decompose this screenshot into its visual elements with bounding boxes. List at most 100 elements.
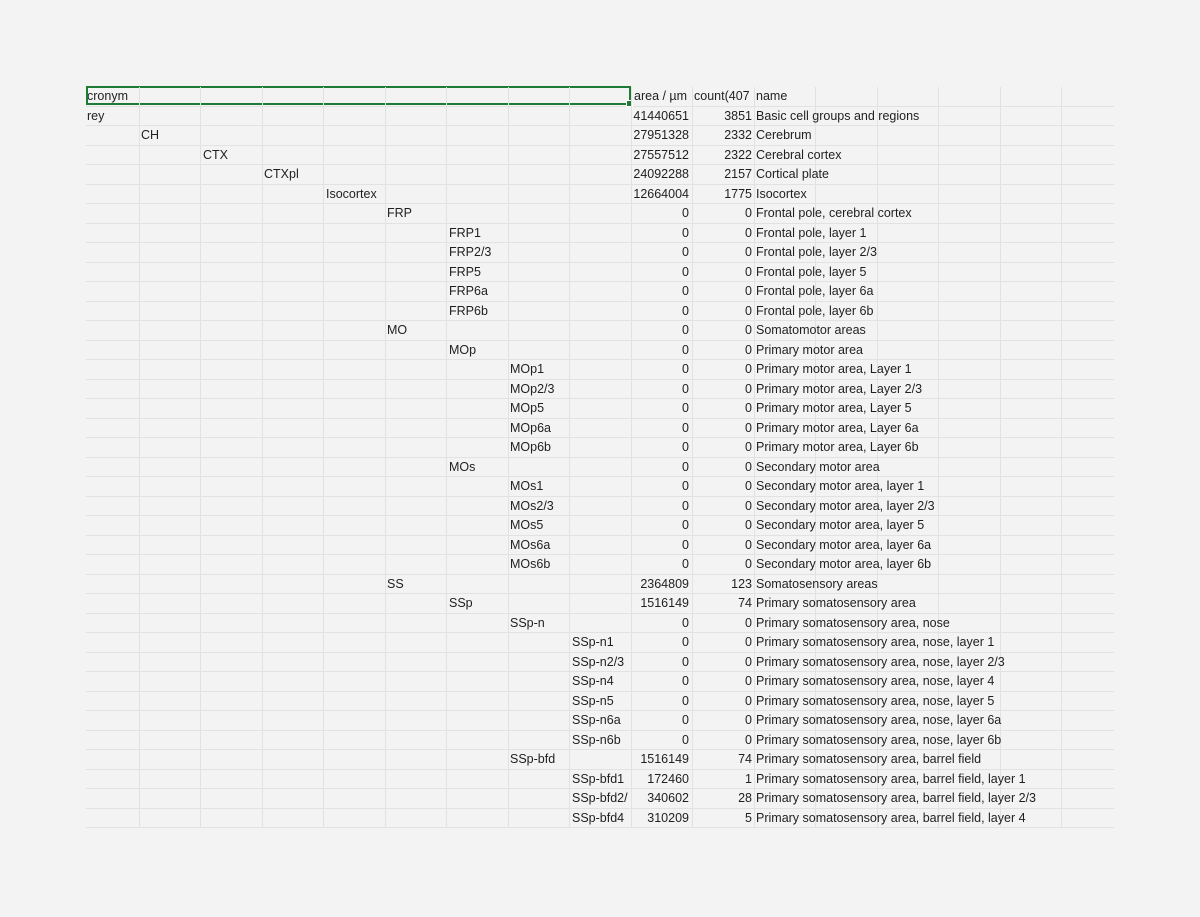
cell-count[interactable]: 0	[745, 713, 752, 727]
cell-count[interactable]: 0	[745, 342, 752, 357]
cell-area[interactable]: 0	[682, 284, 689, 298]
cell-name[interactable]: Primary motor area, Layer 1	[756, 362, 912, 376]
header-area[interactable]: area / µm	[634, 89, 688, 103]
cell-name[interactable]: Primary somatosensory area, nose, layer …	[756, 674, 995, 688]
table-row[interactable]: FRP6a 0 0 Frontal pole, layer 6a	[86, 282, 1114, 302]
cell-area[interactable]: 0	[682, 674, 689, 688]
cell-area[interactable]: 0	[682, 225, 689, 240]
cell-area[interactable]: 0	[682, 342, 689, 357]
cell-count[interactable]: 0	[745, 245, 752, 259]
cell-area[interactable]: 0	[682, 537, 689, 552]
cell-acronym[interactable]: SSp-n1	[572, 635, 614, 649]
cell-count[interactable]: 0	[745, 401, 752, 415]
cell-area[interactable]: 0	[682, 206, 689, 220]
cell-name[interactable]: Somatosensory areas	[756, 576, 878, 591]
cell-name[interactable]: Primary somatosensory area, nose, layer …	[756, 635, 995, 649]
cell-count[interactable]: 3851	[724, 108, 752, 123]
cell-area[interactable]: 1516149	[640, 596, 689, 610]
cell-acronym[interactable]: rey	[87, 108, 105, 123]
header-count[interactable]: count(407	[694, 89, 750, 103]
cell-acronym[interactable]: SSp-bfd	[510, 752, 556, 766]
table-row[interactable]: MOp5 0 0 Primary motor area, Layer 5	[86, 399, 1114, 419]
cell-count[interactable]: 0	[745, 479, 752, 493]
cell-count[interactable]: 74	[738, 752, 752, 766]
cell-name[interactable]: Secondary motor area, layer 6b	[756, 557, 932, 571]
cell-name[interactable]: Primary somatosensory area	[756, 596, 916, 610]
cell-area[interactable]: 0	[682, 693, 689, 708]
cell-acronym[interactable]: MOp5	[510, 401, 545, 415]
table-row[interactable]: SSp-n5 0 0 Primary somatosensory area, nose…	[86, 691, 1114, 711]
cell-area[interactable]: 24092288	[633, 167, 689, 181]
cell-area[interactable]: 172460	[647, 771, 689, 786]
spreadsheet-grid[interactable]: cronym area / µm count(407 name rey 41440…	[86, 86, 1114, 828]
table-row[interactable]: MOs2/3 0 0 Secondary motor area, layer 2/3	[86, 496, 1114, 516]
cell-acronym[interactable]: FRP6b	[449, 303, 488, 318]
cell-count[interactable]: 2157	[724, 167, 752, 181]
table-row[interactable]: SSp 1516149 74 Primary somatosensory area	[86, 594, 1114, 614]
cell-count[interactable]: 0	[745, 381, 752, 396]
cell-acronym[interactable]: FRP6a	[449, 284, 488, 298]
cell-area[interactable]: 0	[682, 381, 689, 396]
table-row[interactable]: FRP5 0 0 Frontal pole, layer 5	[86, 262, 1114, 282]
cell-name[interactable]: Frontal pole, layer 6a	[756, 284, 874, 298]
cell-area[interactable]: 340602	[647, 791, 689, 805]
cell-name[interactable]: Cortical plate	[756, 167, 829, 181]
cell-count[interactable]: 0	[745, 537, 752, 552]
cell-acronym[interactable]: FRP5	[449, 264, 481, 279]
cell-count[interactable]: 0	[745, 654, 752, 669]
table-row[interactable]: SSp-bfd 1516149 74 Primary somatosensory ar…	[86, 750, 1114, 770]
cell-count[interactable]: 0	[745, 323, 752, 337]
cell-acronym[interactable]: SSp-n	[510, 615, 545, 630]
cell-acronym[interactable]: MOp1	[510, 362, 545, 376]
cell-count[interactable]: 0	[745, 732, 752, 747]
cell-count[interactable]: 74	[738, 596, 752, 610]
cell-area[interactable]: 0	[682, 732, 689, 747]
cell-count[interactable]: 0	[745, 284, 752, 298]
header-acronym[interactable]: cronym	[87, 89, 128, 103]
cell-count[interactable]: 0	[745, 615, 752, 630]
cell-acronym[interactable]: SSp-n6b	[572, 732, 621, 747]
cell-name[interactable]: Primary somatosensory area, nose, layer …	[756, 713, 1002, 727]
cell-acronym[interactable]: CTXpl	[264, 167, 299, 181]
table-row[interactable]: FRP1 0 0 Frontal pole, layer 1	[86, 223, 1114, 243]
cell-count[interactable]: 0	[745, 459, 752, 474]
cell-area[interactable]: 0	[682, 479, 689, 493]
cell-name[interactable]: Primary motor area	[756, 342, 863, 357]
cell-name[interactable]: Basic cell groups and regions	[756, 108, 920, 123]
cell-acronym[interactable]: FRP1	[449, 225, 481, 240]
cell-acronym[interactable]: SSp-n4	[572, 674, 614, 688]
cell-name[interactable]: Secondary motor area, layer 2/3	[756, 498, 935, 513]
table-row[interactable]: MOp6b 0 0 Primary motor area, Layer 6b	[86, 438, 1114, 458]
cell-name[interactable]: Primary somatosensory area, barrel field…	[756, 771, 1026, 786]
cell-area[interactable]: 0	[682, 654, 689, 669]
table-row[interactable]: CTXpl 24092288 2157 Cortical plate	[86, 165, 1114, 185]
cell-name[interactable]: Secondary motor area, layer 5	[756, 518, 925, 532]
cell-acronym[interactable]: MOs6b	[510, 557, 551, 571]
cell-acronym[interactable]: CTX	[203, 147, 228, 162]
cell-acronym[interactable]: MOs5	[510, 518, 544, 532]
cell-count[interactable]: 2332	[724, 128, 752, 142]
cell-count[interactable]: 0	[745, 518, 752, 532]
table-row[interactable]: MOs6b 0 0 Secondary motor area, layer 6b	[86, 555, 1114, 575]
cell-area[interactable]: 0	[682, 713, 689, 727]
cell-count[interactable]: 0	[745, 303, 752, 318]
cell-area[interactable]: 0	[682, 303, 689, 318]
cell-name[interactable]: Frontal pole, cerebral cortex	[756, 206, 912, 220]
cell-acronym[interactable]: FRP2/3	[449, 245, 492, 259]
cell-acronym[interactable]: SS	[387, 576, 404, 591]
cell-count[interactable]: 0	[745, 674, 752, 688]
table-row[interactable]: FRP2/3 0 0 Frontal pole, layer 2/3	[86, 243, 1114, 263]
cell-acronym[interactable]: MOp	[449, 342, 477, 357]
cell-area[interactable]: 310209	[647, 810, 689, 825]
cell-name[interactable]: Primary motor area, Layer 6b	[756, 440, 919, 454]
cell-acronym[interactable]: MO	[387, 323, 408, 337]
cell-area[interactable]: 27557512	[633, 147, 689, 162]
cell-name[interactable]: Primary motor area, Layer 6a	[756, 420, 919, 435]
table-row[interactable]: MOs5 0 0 Secondary motor area, layer 5	[86, 516, 1114, 536]
cell-count[interactable]: 0	[745, 635, 752, 649]
table-row[interactable]: rey 41440651 3851 Basic cell groups and reg…	[86, 106, 1114, 126]
table-row[interactable]: SSp-n6a 0 0 Primary somatosensory area, nos…	[86, 711, 1114, 731]
cell-area[interactable]: 0	[682, 420, 689, 435]
cell-area[interactable]: 12664004	[633, 186, 689, 201]
table-row[interactable]: MOp1 0 0 Primary motor area, Layer 1	[86, 360, 1114, 380]
